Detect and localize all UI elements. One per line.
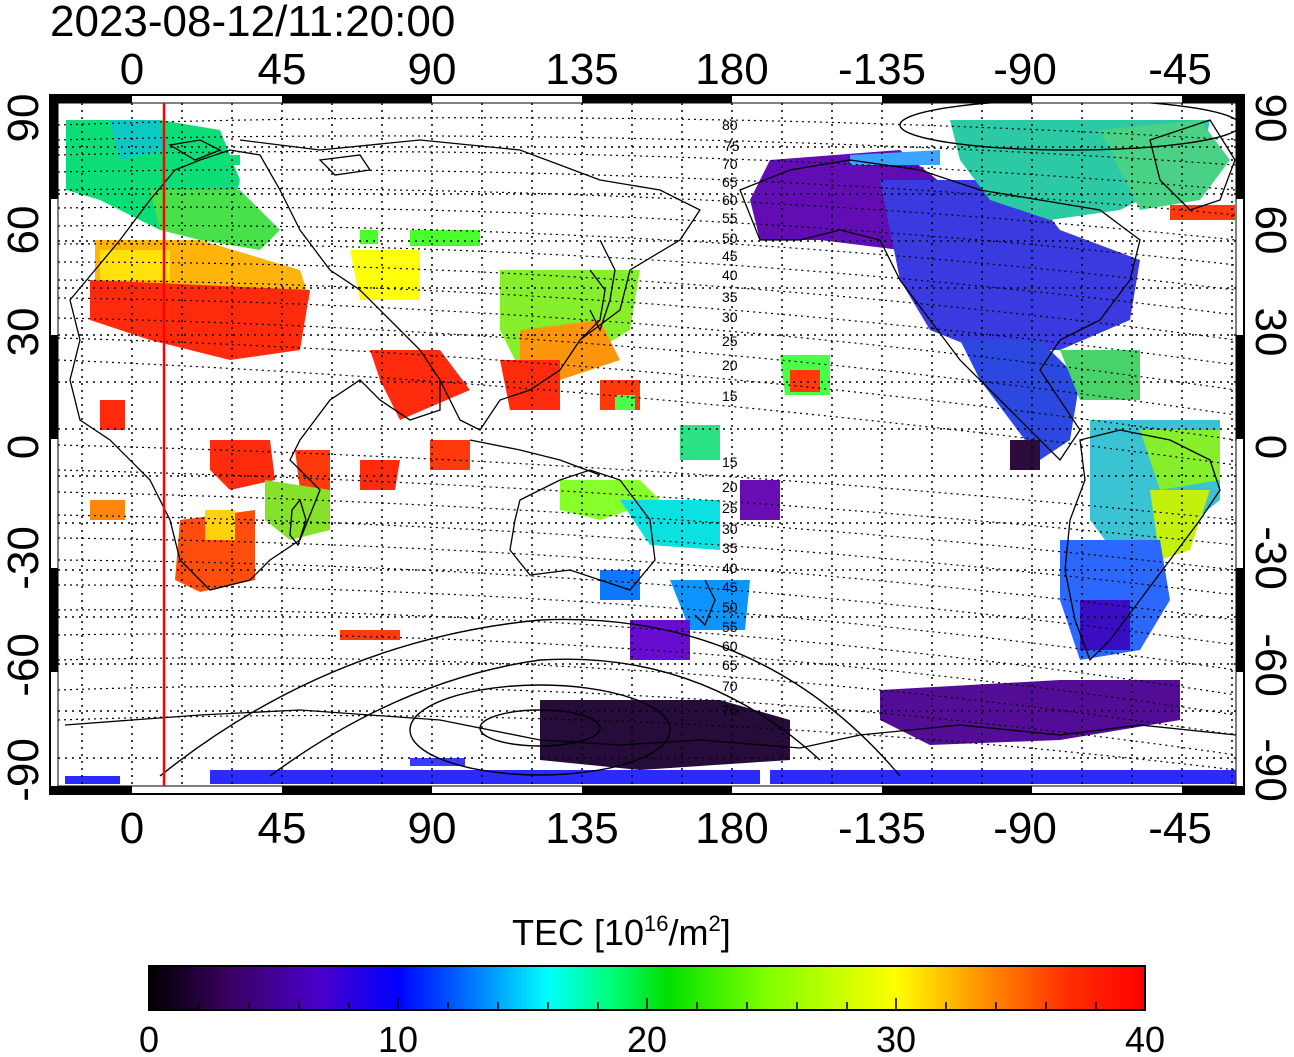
data-dot <box>200 155 240 165</box>
graticule <box>58 103 1236 786</box>
contour-label: 50 <box>722 599 738 615</box>
contour-label: 40 <box>722 267 738 283</box>
lat-tick-label: 90 <box>1246 94 1294 143</box>
lat-tick-label: 90 <box>0 94 48 143</box>
frame-ticks <box>50 95 1244 794</box>
contour-label: 15 <box>722 454 738 470</box>
lon-tick-label: 135 <box>545 804 618 853</box>
lat-tick-label: 0 <box>0 435 48 459</box>
contour-label: 35 <box>722 289 738 305</box>
colorbar-tick-label: 30 <box>876 1019 916 1057</box>
contour-label: 75 <box>724 138 740 154</box>
lon-tick-label: 0 <box>120 45 144 94</box>
data-dot <box>410 230 480 246</box>
top-longitude-labels: 0 45 90 135 180 -135 -90 -45 <box>120 45 1212 94</box>
data-dot <box>615 395 635 410</box>
lon-tick-label: 180 <box>695 804 768 853</box>
lon-tick-label: -135 <box>838 804 926 853</box>
lat-tick-label: -30 <box>1246 526 1294 590</box>
timestamp-title: 2023-08-12/11:20:00 <box>50 0 455 46</box>
south-pole-contours <box>159 103 1236 777</box>
map-plot-area <box>58 103 1236 786</box>
bottom-longitude-labels: 0 45 90 135 180 -135 -90 -45 <box>120 804 1212 853</box>
lon-tick-label: 45 <box>258 804 307 853</box>
lon-tick-label: 180 <box>695 45 768 94</box>
left-latitude-labels: 90 60 30 0 -30 -60 -90 <box>0 94 48 802</box>
contour-label: 55 <box>722 619 738 635</box>
lon-tick-label: -90 <box>993 804 1057 853</box>
colorbar-tick-label: 20 <box>627 1019 667 1057</box>
contour-label: 40 <box>722 560 738 576</box>
colorbar-tick-label: 40 <box>1125 1019 1165 1057</box>
lat-tick-label: 60 <box>1246 206 1294 255</box>
contour-label: 45 <box>722 579 738 595</box>
data-dot <box>360 230 378 244</box>
contour-label: 30 <box>722 309 738 325</box>
lon-tick-label: 135 <box>545 45 618 94</box>
contour-label: 65 <box>722 174 738 190</box>
contour-label: 60 <box>722 192 738 208</box>
lat-tick-label: -90 <box>1246 738 1294 802</box>
contour-label: 30 <box>722 521 738 537</box>
lon-tick-label: -90 <box>993 45 1057 94</box>
lat-tick-label: -60 <box>0 633 48 697</box>
lon-tick-label: 0 <box>120 804 144 853</box>
data-dot <box>430 440 470 470</box>
lat-tick-label: -30 <box>0 526 48 590</box>
lat-tick-label: -90 <box>0 738 48 802</box>
contour-label: 60 <box>722 638 738 654</box>
contour-label: 80 <box>722 117 738 133</box>
lat-tick-label: 60 <box>0 206 48 255</box>
contour-label: 20 <box>722 479 738 495</box>
contour-label: 45 <box>722 248 738 264</box>
contour-label: 70 <box>722 678 738 694</box>
contour-labels-north: 80 75 70 65 60 55 50 45 40 35 30 25 20 1… <box>722 117 740 404</box>
contour-label: 25 <box>722 333 738 349</box>
right-latitude-labels: 90 60 30 0 -30 -60 -90 <box>1246 94 1294 802</box>
lon-tick-label: -45 <box>1148 804 1212 853</box>
colorbar-title: TEC [1016/m2] <box>512 911 731 953</box>
colorbar-tick-label: 10 <box>378 1019 418 1057</box>
lon-tick-label: -45 <box>1148 45 1212 94</box>
contour-label: 20 <box>722 357 738 373</box>
contour-label: 25 <box>722 500 738 516</box>
contour-labels-south: 15 20 25 30 35 40 45 50 55 60 65 70 75 <box>722 454 738 718</box>
colorbar-ticks <box>198 998 1097 1010</box>
colorbar-tick-labels: 0 10 20 30 40 <box>139 1019 1165 1057</box>
contour-label: 15 <box>722 388 738 404</box>
lon-tick-label: -135 <box>838 45 926 94</box>
lon-tick-label: 90 <box>408 804 457 853</box>
lat-tick-label: -60 <box>1246 633 1294 697</box>
lat-tick-label: 0 <box>1246 435 1294 459</box>
contour-label: 50 <box>722 230 738 246</box>
contour-label: 65 <box>722 657 738 673</box>
contour-label: 35 <box>722 540 738 556</box>
contour-label: 75 <box>722 702 738 718</box>
lat-tick-label: 30 <box>1246 308 1294 357</box>
contour-label: 55 <box>722 210 738 226</box>
colorbar <box>148 965 1146 1011</box>
lon-tick-label: 45 <box>258 45 307 94</box>
lat-tick-label: 30 <box>0 308 48 357</box>
lon-tick-label: 90 <box>408 45 457 94</box>
colorbar-tick-label: 0 <box>139 1019 159 1057</box>
contour-label: 70 <box>722 156 738 172</box>
